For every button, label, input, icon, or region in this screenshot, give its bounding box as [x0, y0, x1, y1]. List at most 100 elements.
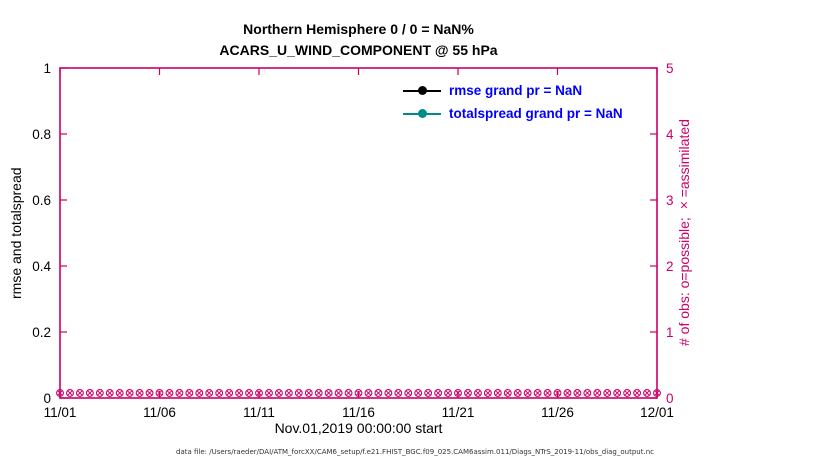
obs-possible-marker: [284, 389, 293, 397]
obs-assimilated-marker: [505, 390, 511, 396]
obs-possible-marker: [165, 389, 174, 397]
right-tick-label: 0: [666, 391, 674, 406]
obs-possible-marker: [603, 389, 612, 397]
legend-item-totalspread: totalspread grand pr = NaN: [403, 102, 623, 125]
obs-possible-marker: [324, 389, 333, 397]
legend-item-rmse: rmse grand pr = NaN: [403, 79, 623, 102]
obs-assimilated-marker: [326, 390, 332, 396]
obs-assimilated-marker: [166, 390, 173, 396]
obs-assimilated-marker: [654, 390, 660, 396]
left-axis-label: rmse and totalspread: [8, 167, 24, 299]
obs-assimilated-marker: [495, 390, 501, 396]
totalspread-line-dot-marker-icon: [403, 109, 441, 118]
obs-assimilated-marker: [176, 390, 182, 396]
rmse-line-dot-marker-icon: [403, 86, 441, 95]
obs-possible-marker: [523, 389, 532, 397]
left-tick-label: 0.6: [32, 193, 51, 208]
obs-possible-marker: [175, 389, 184, 397]
obs-assimilated-marker: [256, 390, 262, 396]
obs-possible-marker: [294, 389, 303, 397]
obs-assimilated-marker: [614, 390, 620, 396]
x-tick-label: 12/01: [640, 405, 674, 420]
obs-assimilated-marker: [435, 390, 441, 396]
obs-assimilated-marker: [127, 390, 133, 396]
obs-assimilated-marker: [137, 390, 143, 396]
obs-assimilated-marker: [405, 390, 411, 396]
obs-possible-marker: [513, 389, 522, 397]
footer-datafile-text: data file: /Users/raeder/DAI/ATM_forcXX/…: [176, 448, 654, 456]
obs-assimilated-marker: [345, 390, 352, 396]
obs-possible-marker: [56, 389, 64, 397]
obs-possible-marker: [633, 389, 642, 397]
obs-possible-marker: [354, 389, 363, 397]
obs-assimilated-marker: [475, 390, 481, 396]
obs-assimilated-marker: [535, 390, 541, 396]
obs-possible-marker: [464, 389, 472, 397]
obs-possible-marker: [533, 389, 542, 397]
obs-possible-marker: [593, 389, 602, 397]
obs-assimilated-marker: [425, 390, 431, 396]
obs-assimilated-marker: [316, 390, 322, 396]
left-tick-label: 0.8: [32, 127, 51, 142]
x-tick-label: 11/21: [442, 405, 475, 420]
legend: rmse grand pr = NaN totalspread grand pr…: [403, 79, 623, 125]
obs-assimilated-marker: [226, 390, 232, 396]
obs-possible-marker: [643, 389, 651, 397]
obs-possible-marker: [483, 389, 492, 397]
obs-assimilated-marker: [276, 390, 282, 396]
right-tick-label: 4: [666, 127, 674, 142]
obs-assimilated-marker: [455, 390, 461, 396]
obs-possible-marker: [155, 389, 164, 397]
obs-assimilated-marker: [206, 390, 212, 396]
obs-possible-marker: [414, 389, 423, 397]
obs-assimilated-marker: [246, 390, 252, 396]
obs-possible-marker: [265, 389, 273, 397]
obs-possible-marker: [573, 389, 582, 397]
right-tick-label: 1: [666, 325, 674, 340]
x-tick-label: 11/26: [541, 405, 574, 420]
obs-possible-marker: [424, 389, 433, 397]
obs-assimilated-marker: [156, 390, 163, 396]
obs-possible-marker: [623, 389, 632, 397]
right-tick-label: 2: [666, 259, 674, 274]
obs-assimilated-marker: [385, 390, 391, 396]
obs-assimilated-marker: [146, 390, 153, 396]
obs-assimilated-marker: [117, 390, 123, 396]
obs-possible-marker: [65, 389, 74, 397]
obs-possible-marker: [364, 389, 373, 397]
chart-title-line1: Northern Hemisphere 0 / 0 = NaN%: [243, 21, 474, 37]
x-axis-label: Nov.01,2019 00:00:00 start: [274, 420, 443, 436]
obs-assimilated-marker: [525, 390, 531, 396]
obs-possible-marker: [255, 389, 263, 397]
x-tick-label: 11/16: [342, 405, 375, 420]
obs-possible-marker: [503, 389, 512, 397]
obs-possible-marker: [274, 389, 283, 397]
obs-assimilated-marker: [375, 390, 381, 396]
obs-assimilated-marker: [216, 390, 222, 396]
obs-assimilated-marker: [196, 390, 202, 396]
obs-possible-marker: [245, 389, 254, 397]
obs-assimilated-marker: [544, 390, 551, 396]
obs-possible-marker: [115, 389, 124, 397]
obs-possible-marker: [135, 389, 144, 397]
obs-possible-marker: [473, 389, 482, 397]
obs-possible-marker: [344, 389, 353, 397]
obs-assimilated-marker: [485, 390, 491, 396]
obs-possible-marker: [493, 389, 502, 397]
obs-possible-marker: [543, 389, 552, 397]
obs-possible-marker: [85, 389, 94, 397]
obs-assimilated-marker: [57, 390, 63, 396]
left-tick-label: 0: [43, 391, 51, 406]
obs-possible-marker: [404, 389, 413, 397]
obs-assimilated-marker: [87, 390, 93, 396]
obs-possible-marker: [583, 389, 592, 397]
obs-assimilated-marker: [644, 390, 650, 396]
obs-assimilated-marker: [107, 390, 113, 396]
obs-assimilated-marker: [236, 390, 242, 396]
obs-assimilated-marker: [186, 390, 192, 396]
obs-assimilated-marker: [355, 390, 362, 396]
x-tick-label: 11/11: [243, 405, 275, 420]
obs-assimilated-marker: [634, 390, 640, 396]
